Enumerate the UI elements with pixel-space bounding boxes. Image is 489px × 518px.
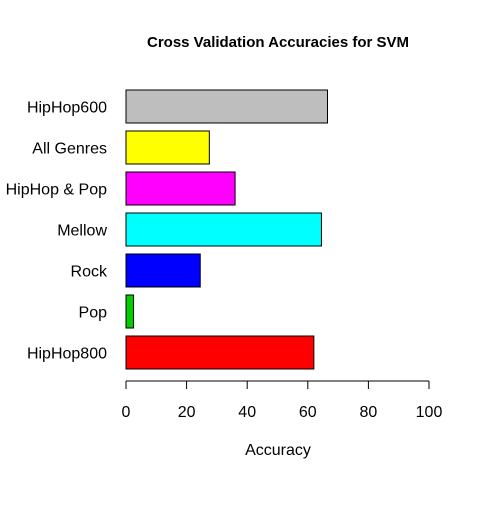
bar-hiphop-pop — [125, 171, 236, 206]
category-label-hiphop-pop: HipHop & Pop — [6, 182, 107, 199]
category-labels: HipHop600 All Genres HipHop & Pop Mellow Roc… — [6, 100, 108, 363]
x-axis: 0 20 40 60 80 100 — [122, 380, 443, 421]
bar-hiphop800 — [125, 335, 315, 370]
x-tick-label-80: 80 — [360, 404, 378, 421]
bars-layer — [125, 89, 328, 370]
x-tick-label-0: 0 — [122, 404, 131, 421]
x-tick-label-60: 60 — [299, 404, 317, 421]
category-label-rock: Rock — [71, 264, 108, 281]
x-tick-label-20: 20 — [178, 404, 196, 421]
x-axis-title: Accuracy — [245, 442, 311, 459]
bar-hiphop600 — [125, 89, 328, 124]
category-label-pop: Pop — [79, 305, 108, 322]
category-label-hiphop800: HipHop800 — [27, 346, 107, 363]
bar-all-genres — [125, 130, 210, 165]
bar-mellow — [125, 212, 322, 247]
category-label-all-genres: All Genres — [32, 141, 107, 158]
bar-pop — [125, 294, 135, 329]
category-label-mellow: Mellow — [57, 223, 107, 240]
bar-rock — [125, 253, 201, 288]
chart-title: Cross Validation Accuracies for SVM — [147, 34, 409, 51]
x-tick-label-40: 40 — [238, 404, 256, 421]
category-label-hiphop600: HipHop600 — [27, 100, 107, 117]
x-tick-label-100: 100 — [416, 404, 443, 421]
